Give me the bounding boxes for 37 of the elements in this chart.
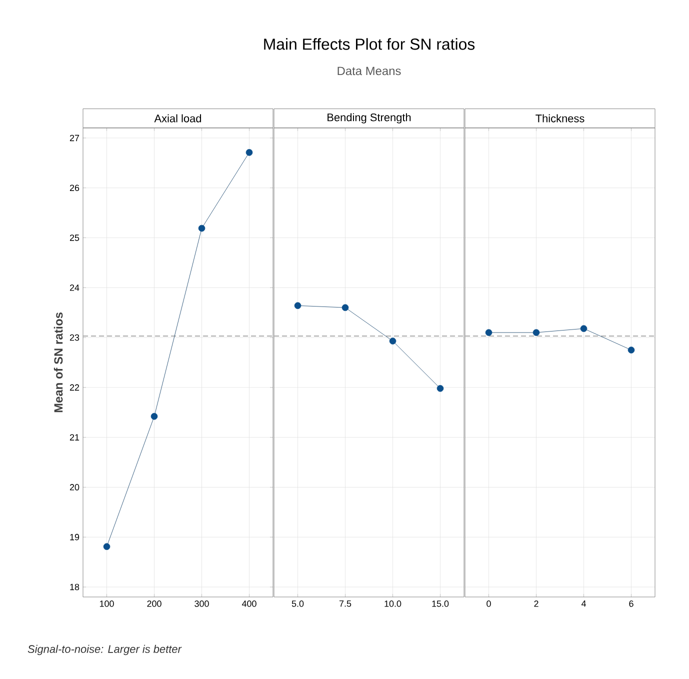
point: [436, 385, 444, 392]
y-tick-label: 18: [70, 584, 80, 590]
point: [389, 338, 396, 344]
x-tick-label: 200: [147, 600, 162, 607]
chart-title: Main Effects Plot for SN ratios: [264, 38, 475, 50]
point: [198, 224, 206, 232]
x-tick-label: 300: [194, 600, 209, 607]
x-axis-title: Bending Strength: [328, 113, 411, 124]
y-axis-title: Mean of SN ratios: [54, 312, 63, 412]
y-tick-label: 21: [70, 434, 80, 440]
x-tick-label: 100: [100, 600, 114, 607]
x-tick-label: 2: [534, 600, 538, 607]
y-tick-label: 27: [70, 134, 80, 142]
point: [150, 412, 158, 420]
y-tick-label: 26: [70, 184, 80, 192]
point: [103, 543, 110, 550]
y-tick-label: 19: [70, 534, 80, 540]
chart-subtitle: Data Means: [338, 66, 401, 76]
y-tick-label: 25: [70, 234, 80, 241]
x-tick-label: 10.0: [384, 600, 402, 607]
x-tick-label: 4: [581, 600, 586, 607]
y-tick-label: 24: [70, 284, 80, 291]
x-tick-label: 0: [486, 600, 491, 607]
point: [294, 302, 302, 310]
x-tick-label: 7.5: [339, 600, 352, 607]
x-axis-title: Axial load: [154, 114, 202, 122]
y-tick-label: 23: [70, 334, 80, 341]
text: Signal-to-noise: Larger is better: [28, 644, 182, 656]
point: [246, 149, 253, 156]
x-axis-title: Thickness: [536, 114, 584, 122]
y-tick-label: 20: [70, 484, 80, 490]
x-tick-label: 400: [242, 600, 256, 607]
x-tick-label: 15.0: [432, 600, 449, 607]
x-tick-label: 6: [629, 600, 634, 607]
y-tick-label: 22: [70, 384, 80, 391]
point: [342, 304, 349, 312]
x-tick-label: 5.0: [292, 600, 304, 607]
